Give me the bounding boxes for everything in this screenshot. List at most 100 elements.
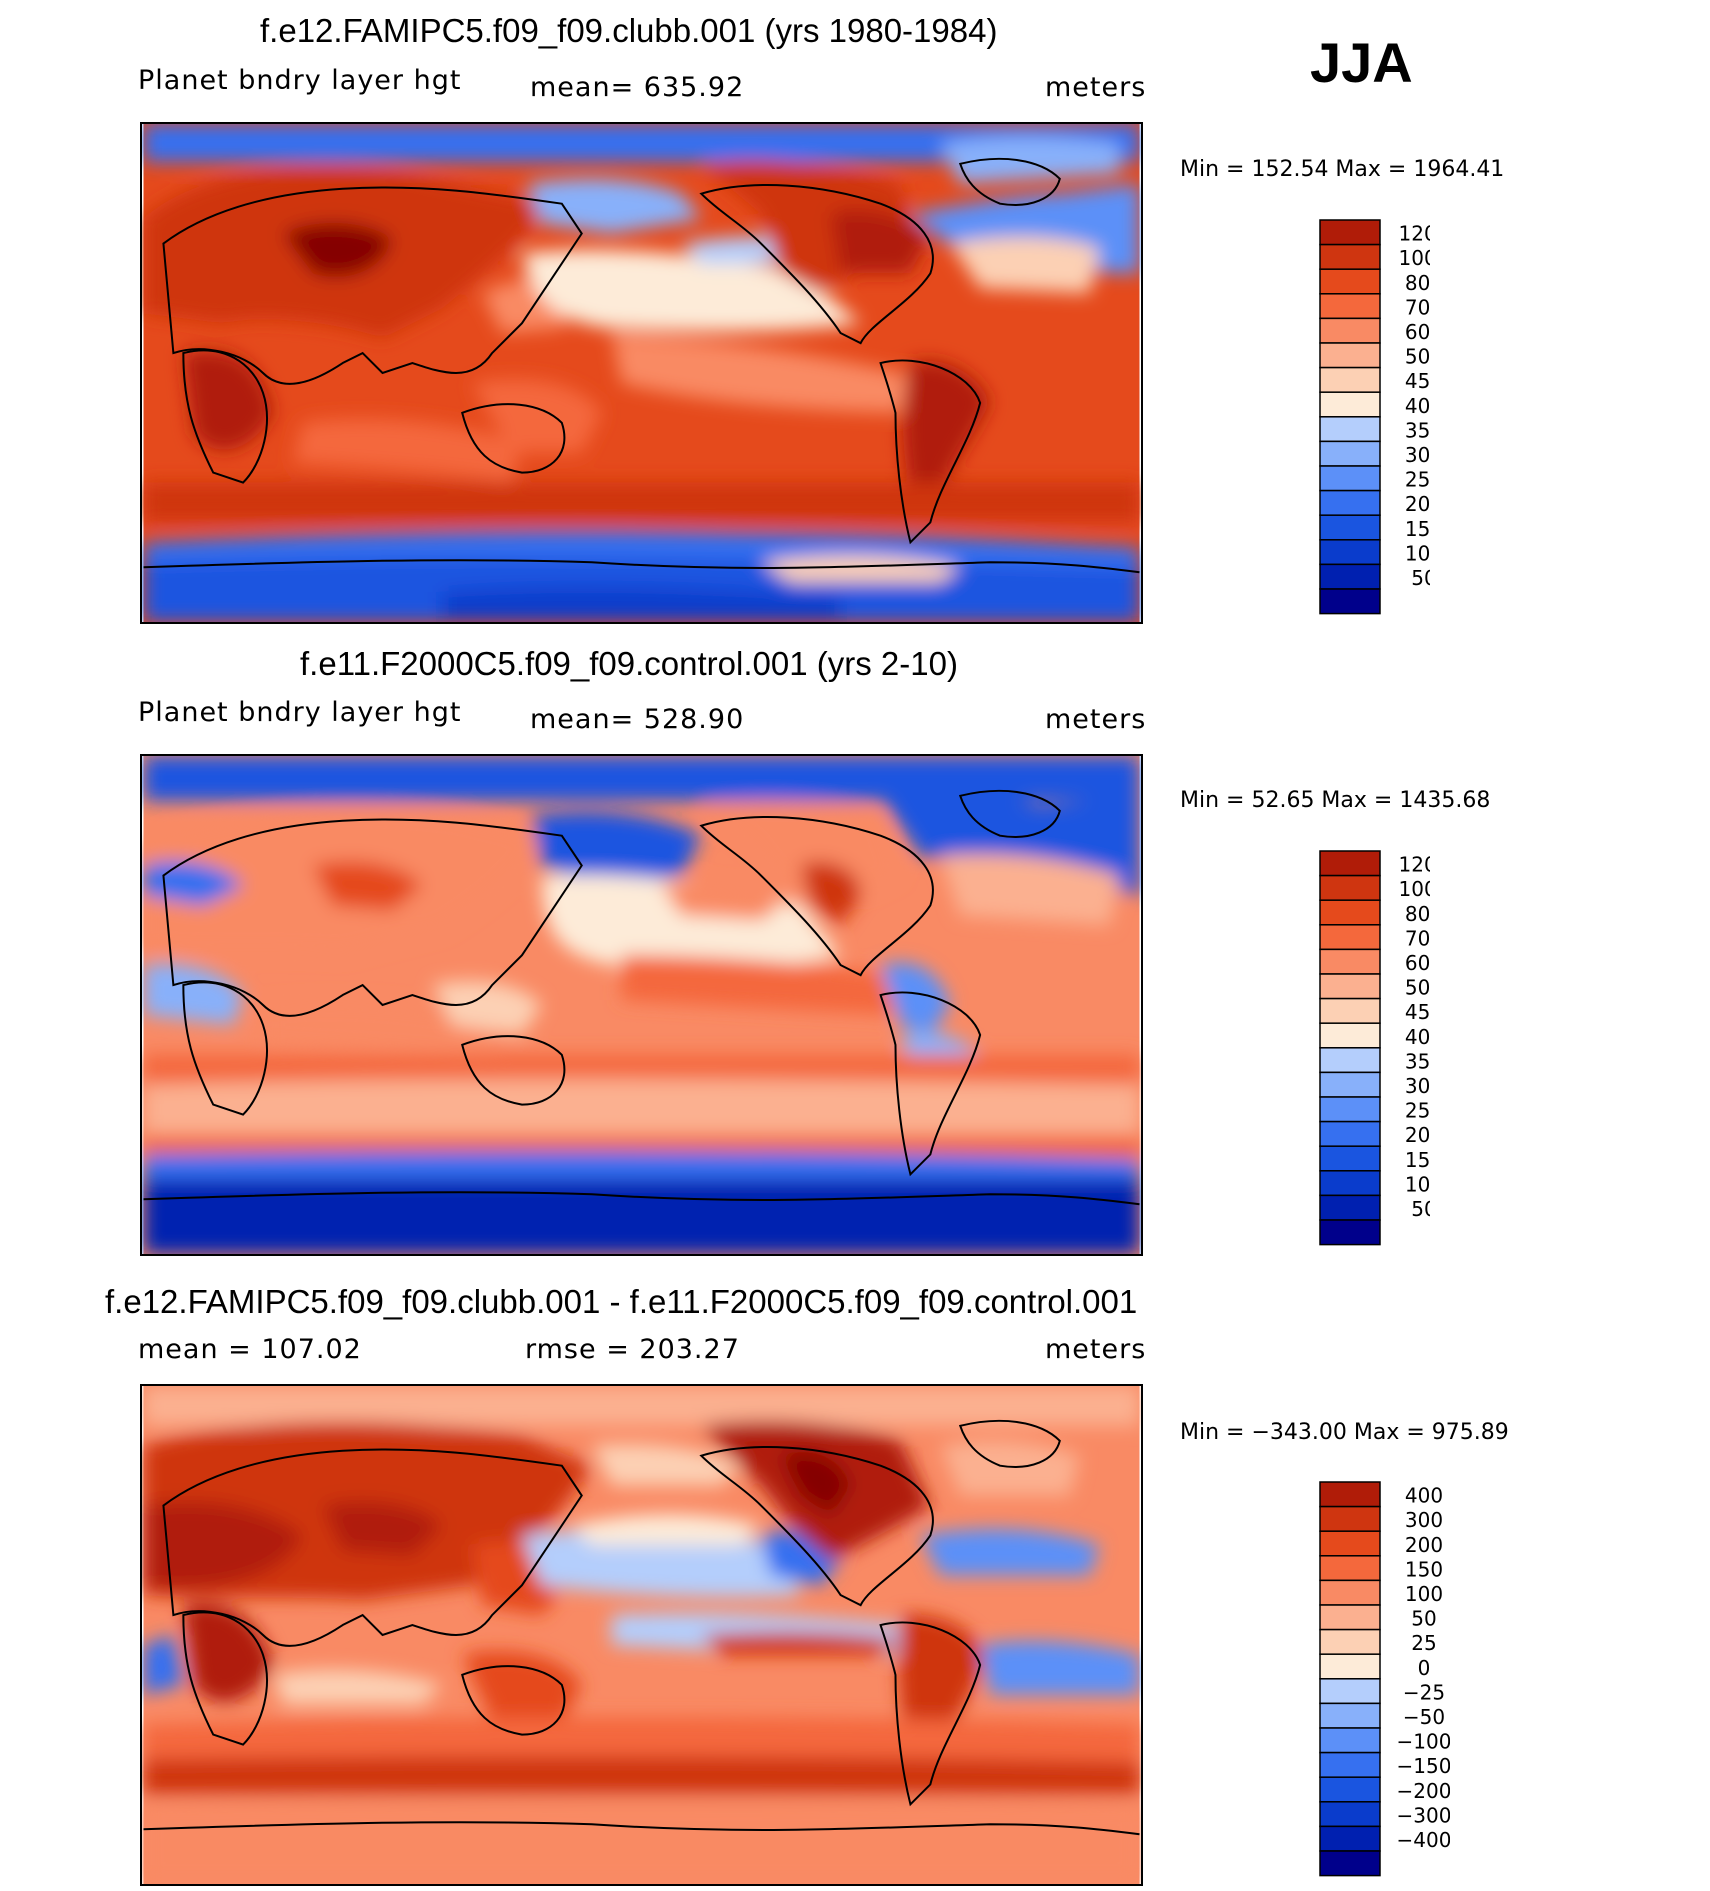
colorbar-level-label: 200 [1405,492,1430,516]
colorbar-box [1319,1219,1381,1246]
panel2-units: meters [1045,704,1147,735]
colorbar-box [1319,1751,1381,1778]
colorbar-level-label: 100 [1405,541,1430,565]
colorbar-level-label: 25 [1411,1631,1436,1655]
colorbar-level-label: 800 [1405,902,1430,926]
panel2-colorbar: 1200100080070060050045040035030025020015… [1319,850,1430,1246]
panel1-minmax: Min = 152.54 Max = 1964.41 [1180,157,1505,182]
colorbar-level-label: 200 [1405,1123,1430,1147]
colorbar-level-label: 600 [1405,951,1430,975]
panel3-rmse: rmse = 203.27 [525,1334,740,1365]
colorbar-box [1319,219,1381,246]
colorbar-level-label: 350 [1405,418,1430,442]
colorbar-box [1319,489,1381,516]
colorbar-level-label: −150 [1397,1754,1450,1778]
colorbar-level-label: 1200 [1399,222,1430,246]
colorbar-box [1319,1727,1381,1754]
colorbar-box [1319,1170,1381,1197]
panel3-title: f.e12.FAMIPC5.f09_f09.clubb.001 - f.e11.… [105,1283,1138,1320]
colorbar-level-label: 450 [1405,369,1430,393]
panel2-variable: Planet bndry layer hgt [138,697,462,728]
panel2-map [140,754,1143,1256]
colorbar-level-label: 500 [1405,345,1430,369]
colorbar-box [1319,1555,1381,1582]
panel1-variable: Planet bndry layer hgt [138,65,462,96]
panel1-map-svg [143,124,1140,622]
colorbar-box [1319,1702,1381,1729]
panel1-units: meters [1045,72,1147,103]
colorbar-box [1319,1071,1381,1098]
colorbar-level-label: 400 [1405,394,1430,418]
colorbar-box [1319,1530,1381,1557]
colorbar-level-label: −200 [1397,1779,1450,1803]
colorbar-box [1319,874,1381,901]
panel1-colorbar: 1200100080070060050045040035030025020015… [1319,219,1430,615]
colorbar-box [1319,1825,1381,1852]
colorbar-level-label: 250 [1405,1099,1430,1123]
colorbar-level-label: 350 [1405,1049,1430,1073]
colorbar-box [1319,1096,1381,1123]
colorbar-level-label: −400 [1397,1828,1450,1852]
colorbar-box [1319,973,1381,1000]
colorbar-box [1319,514,1381,541]
colorbar-level-label: 0 [1418,1656,1431,1680]
colorbar-level-label: 400 [1405,1025,1430,1049]
colorbar-box [1319,948,1381,975]
colorbar-box [1319,465,1381,492]
colorbar-box [1319,317,1381,344]
colorbar-level-label: 50 [1411,566,1430,590]
colorbar-box [1319,1628,1381,1655]
colorbar-level-label: 300 [1405,443,1430,467]
panel2-map-svg [143,756,1140,1254]
colorbar-box [1319,1850,1381,1877]
colorbar-box [1319,1194,1381,1221]
colorbar-level-label: 1200 [1399,853,1430,877]
colorbar-box [1319,997,1381,1024]
colorbar-level-label: 200 [1405,1533,1443,1557]
colorbar-box [1319,1120,1381,1147]
colorbar-level-label: −300 [1397,1803,1450,1827]
panel2-minmax: Min = 52.65 Max = 1435.68 [1180,788,1491,813]
panel1-title: f.e12.FAMIPC5.f09_f09.clubb.001 (yrs 198… [260,12,998,49]
colorbar-box [1319,1145,1381,1172]
colorbar-box [1319,440,1381,467]
colorbar-box [1319,1579,1381,1606]
colorbar-level-label: 150 [1405,1148,1430,1172]
colorbar-level-label: 300 [1405,1508,1443,1532]
colorbar-box [1319,293,1381,320]
colorbar-level-label: 800 [1405,271,1430,295]
colorbar-level-label: 700 [1405,926,1430,950]
colorbar-box [1319,342,1381,369]
colorbar-box [1319,539,1381,566]
colorbar-box [1319,1653,1381,1680]
panel3-minmax: Min = −343.00 Max = 975.89 [1180,1420,1509,1445]
colorbar-level-label: 100 [1405,1582,1443,1606]
colorbar-level-label: 1000 [1399,246,1430,270]
colorbar-level-label: 300 [1405,1074,1430,1098]
colorbar-level-label: 250 [1405,468,1430,492]
colorbar-box [1319,1776,1381,1803]
colorbar-level-label: 1000 [1399,877,1430,901]
colorbar-level-label: −25 [1403,1680,1445,1704]
colorbar-box [1319,1481,1381,1508]
colorbar-box [1319,1801,1381,1828]
colorbar-box [1319,899,1381,926]
panel1-map [140,122,1143,624]
colorbar-box [1319,1678,1381,1705]
colorbar-box [1319,1604,1381,1631]
panel3-map [140,1384,1143,1886]
colorbar-level-label: 50 [1411,1197,1430,1221]
colorbar-level-label: 50 [1411,1607,1436,1631]
colorbar-level-label: 600 [1405,320,1430,344]
panel3-colorbar: 40030020015010050250−25−50−100−150−200−3… [1319,1481,1450,1877]
colorbar-box [1319,588,1381,615]
colorbar-box [1319,924,1381,951]
colorbar-box [1319,416,1381,443]
season-label: JJA [1310,31,1413,94]
colorbar-box [1319,1022,1381,1049]
panel2-title: f.e11.F2000C5.f09_f09.control.001 (yrs 2… [300,645,958,682]
colorbar-box [1319,1047,1381,1074]
colorbar-box [1319,366,1381,393]
colorbar-level-label: 700 [1405,295,1430,319]
colorbar-level-label: 400 [1405,1484,1443,1508]
